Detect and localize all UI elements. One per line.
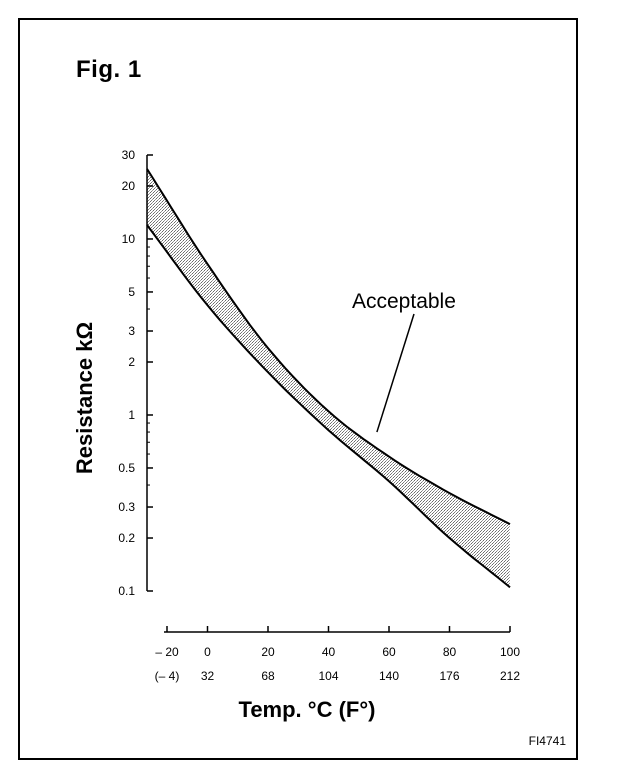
acceptable-label: Acceptable — [352, 290, 456, 313]
x-tick-label-celsius: 80 — [443, 645, 457, 659]
x-tick-label-celsius: 60 — [382, 645, 396, 659]
x-tick-label-fahrenheit: 212 — [500, 669, 520, 683]
y-tick-label: 3 — [128, 324, 135, 338]
y-tick-label: 0.1 — [118, 584, 135, 598]
y-axis-title: Resistance kΩ — [72, 322, 97, 474]
y-tick-label: 2 — [128, 355, 135, 369]
y-tick-label: 0.2 — [118, 531, 135, 545]
x-axis-title: Temp. °C (F°) — [239, 697, 376, 722]
x-tick-label-fahrenheit: 32 — [201, 669, 215, 683]
x-tick-label-celsius: 100 — [500, 645, 520, 659]
acceptable-leader-line — [376, 313, 415, 433]
y-tick-label: 10 — [122, 232, 136, 246]
figure-title: Fig. 1 — [76, 56, 142, 83]
x-tick-label-fahrenheit: 176 — [439, 669, 459, 683]
upper-limit-line — [146, 168, 511, 525]
figure-frame — [18, 18, 578, 760]
x-tick-label-celsius: 0 — [204, 645, 211, 659]
x-tick-label-celsius: 20 — [261, 645, 275, 659]
figure-id-label: FI4741 — [528, 734, 566, 748]
y-tick-label: 1 — [128, 408, 135, 422]
x-tick-label-fahrenheit: 140 — [379, 669, 399, 683]
y-tick-label: 30 — [122, 148, 136, 162]
y-tick-label: 20 — [122, 179, 136, 193]
x-tick-label-celsius: – 20 — [155, 645, 179, 659]
y-tick-label: 5 — [128, 285, 135, 299]
x-tick-label-fahrenheit: 104 — [318, 669, 338, 683]
x-tick-label-fahrenheit: (– 4) — [155, 669, 180, 683]
x-tick-label-fahrenheit: 68 — [261, 669, 275, 683]
y-tick-label: 0.5 — [118, 461, 135, 475]
acceptable-band — [147, 168, 510, 588]
y-tick-label: 0.3 — [118, 500, 135, 514]
x-tick-label-celsius: 40 — [322, 645, 336, 659]
lower-limit-line — [146, 224, 511, 589]
